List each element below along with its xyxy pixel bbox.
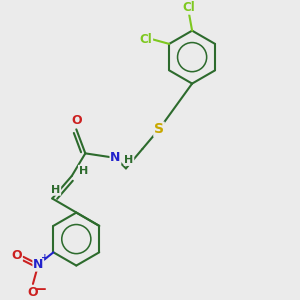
Text: Cl: Cl [183,1,196,14]
Text: −: − [34,282,46,297]
Text: N: N [33,258,43,271]
Text: H: H [79,166,88,176]
Text: Cl: Cl [140,33,152,46]
Text: +: + [41,253,49,262]
Text: O: O [71,114,82,128]
Text: O: O [28,286,38,299]
Text: H: H [124,155,134,165]
Text: N: N [110,152,121,164]
Text: S: S [154,122,164,136]
Text: H: H [51,185,61,195]
Text: O: O [11,249,22,262]
